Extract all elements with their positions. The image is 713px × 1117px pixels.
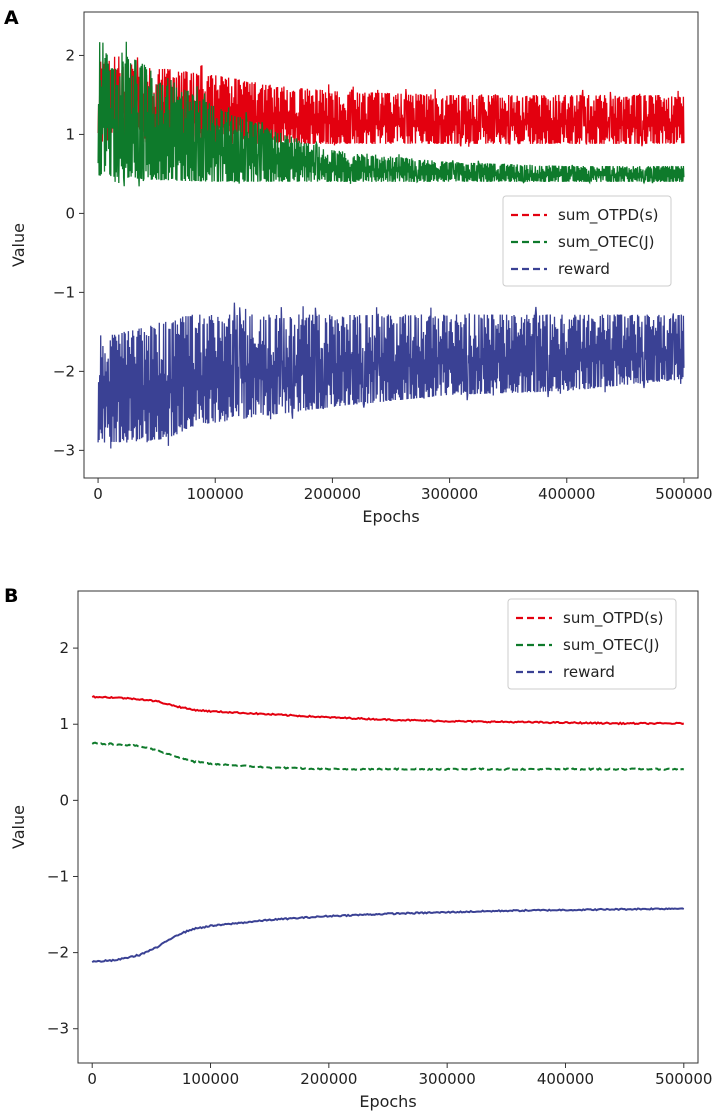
x-tick-label-b-5: 500000 [655,1070,712,1088]
series-line-b-0 [91,695,685,726]
x-tick-label-a-2: 200000 [304,485,361,503]
y-tick-label-a-0: −3 [53,441,75,459]
x-tick-label-a-1: 100000 [187,485,244,503]
y-tick-label-b-3: 0 [59,791,69,809]
legend-box-b [507,598,677,690]
series-line-b-1 [91,741,685,772]
x-tick-label-a-5: 500000 [655,485,712,503]
x-tick-label-b-0: 0 [87,1070,97,1088]
plot-frame-b [77,590,699,1064]
plot-frame-a [83,11,699,479]
y-tick-label-a-4: 1 [65,125,75,143]
y-tick-label-b-0: −3 [47,1020,69,1038]
legend-label-b-0: sum_OTPD(s) [563,609,664,628]
series-line-a-2 [97,302,685,449]
chart-panel-b: 0 100000 200000 300000 400000 500000 −3 −2 −1 0 1 2… [9,590,712,1111]
legend-b: sum_OTPD(s) sum_OTEC(J)reward [507,598,677,690]
legend-label-b-1: sum_OTEC(J) [563,636,659,655]
legend-a: sum_OTPD(s) sum_OTEC(J)reward [502,195,672,287]
panel-label-a: A [4,7,19,29]
series-line-b-2 [91,907,685,964]
y-tick-label-a-1: −2 [53,362,75,380]
legend-label-b-2: reward [563,663,615,681]
y-axis-title-a: Value [9,223,28,267]
series-line-a-1 [97,41,685,187]
y-tick-label-b-4: 1 [59,715,69,733]
legend-label-a-2: reward [558,260,610,278]
y-tick-label-b-2: −1 [47,867,69,885]
chart-panel-a: 0 100000 200000 300000 400000 500000 −3 −2 −1 0 1 2… [9,11,713,526]
x-tick-label-b-2: 200000 [300,1070,357,1088]
x-tick-label-a-4: 400000 [538,485,595,503]
y-tick-label-a-3: 0 [65,204,75,222]
y-tick-label-a-5: 2 [65,46,75,64]
x-tick-label-b-1: 100000 [182,1070,239,1088]
x-tick-label-a-0: 0 [93,485,103,503]
plot-area-a [97,41,685,449]
x-axis-title-a: Epochs [362,507,419,526]
legend-box-a [502,195,672,287]
legend-label-a-0: sum_OTPD(s) [558,206,659,225]
x-axis-title-b: Epochs [359,1092,416,1111]
legend-label-a-1: sum_OTEC(J) [558,233,654,252]
y-tick-label-b-5: 2 [59,639,69,657]
y-tick-label-b-1: −2 [47,944,69,962]
x-tick-label-b-4: 400000 [537,1070,594,1088]
plot-area-b [91,695,685,964]
x-tick-label-b-3: 300000 [419,1070,476,1088]
y-tick-label-a-2: −1 [53,283,75,301]
panel-label-b: B [4,585,18,607]
x-tick-label-a-3: 300000 [421,485,478,503]
y-axis-title-b: Value [9,805,28,849]
